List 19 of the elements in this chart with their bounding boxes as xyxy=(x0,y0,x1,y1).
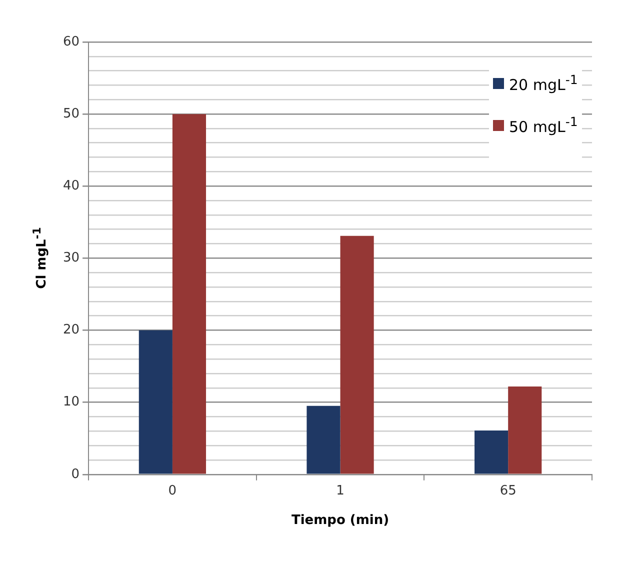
x-axis-title: Tiempo (min) xyxy=(291,513,390,528)
bar xyxy=(306,406,340,474)
x-tick-label: 1 xyxy=(336,484,344,499)
bar xyxy=(172,114,206,474)
legend-label: 50 mgL$^{-1}$ xyxy=(509,114,578,136)
y-tick-label: 0 xyxy=(71,466,80,482)
bar xyxy=(474,430,508,474)
y-tick-label: 40 xyxy=(62,178,80,194)
bar xyxy=(508,386,542,474)
bar xyxy=(138,330,172,474)
y-tick-label: 20 xyxy=(62,322,80,338)
y-tick-label: 60 xyxy=(62,34,80,50)
x-tick-label: 0 xyxy=(168,484,177,499)
x-tick-label: 65 xyxy=(500,484,516,499)
y-tick-label: 50 xyxy=(62,106,80,122)
legend-label: 20 mgL$^{-1}$ xyxy=(509,72,578,94)
y-tick-label: 10 xyxy=(62,394,80,410)
y-tick-label: 30 xyxy=(62,250,80,266)
bar xyxy=(340,236,374,474)
